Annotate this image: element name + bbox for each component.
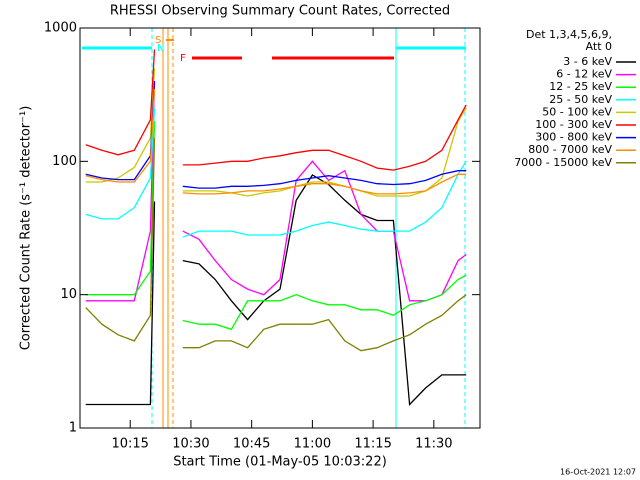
y-axis-label: Corrected Count Rate (s⁻¹ detector⁻¹) (19, 106, 34, 351)
series-line (85, 121, 467, 331)
annotation: N (157, 43, 164, 54)
series-line (85, 174, 467, 406)
y-tick-label: 100 (52, 154, 77, 169)
chart-title: RHESSI Observing Summary Count Rates, Co… (110, 4, 450, 19)
y-tick-label: 10 (60, 287, 77, 302)
plot-area: S N F (82, 28, 466, 428)
x-tick-label: 10:45 (233, 437, 270, 452)
legend-title: Det 1,3,4,5,6,9, (526, 28, 612, 41)
legend-label: 7000 - 15000 keV (514, 156, 612, 169)
legend-label: 100 - 300 keV (535, 118, 612, 131)
legend-label: 800 - 7000 keV (528, 143, 612, 156)
series-line (85, 68, 467, 197)
series-line (85, 137, 467, 352)
series-line (85, 49, 467, 171)
x-tick-label: 11:00 (294, 437, 331, 452)
x-tick-label: 10:15 (111, 437, 148, 452)
legend-title: Att 0 (586, 40, 612, 53)
footer: 16-Oct-2021 12:07 (560, 468, 636, 477)
annotation: S (155, 35, 161, 46)
legend-label: 25 - 50 keV (549, 93, 612, 106)
legend-label: 300 - 800 keV (535, 131, 612, 144)
plot-frame (79, 27, 481, 429)
x-tick-label: 11:30 (415, 437, 452, 452)
annotation: F (180, 53, 186, 64)
legend-label: 50 - 100 keV (542, 105, 612, 118)
legend-label: 12 - 25 keV (549, 80, 612, 93)
series-line (85, 108, 467, 238)
y-tick-label: 1000 (44, 21, 77, 36)
series-line (85, 88, 467, 195)
x-axis-label: Start Time (01-May-05 10:03:22) (173, 455, 387, 470)
legend-label: 6 - 12 keV (556, 68, 612, 81)
legend-label: 3 - 6 keV (563, 55, 612, 68)
x-tick-label: 11:15 (354, 437, 391, 452)
x-tick-label: 10:30 (172, 437, 209, 452)
y-tick-label: 1 (69, 421, 77, 436)
